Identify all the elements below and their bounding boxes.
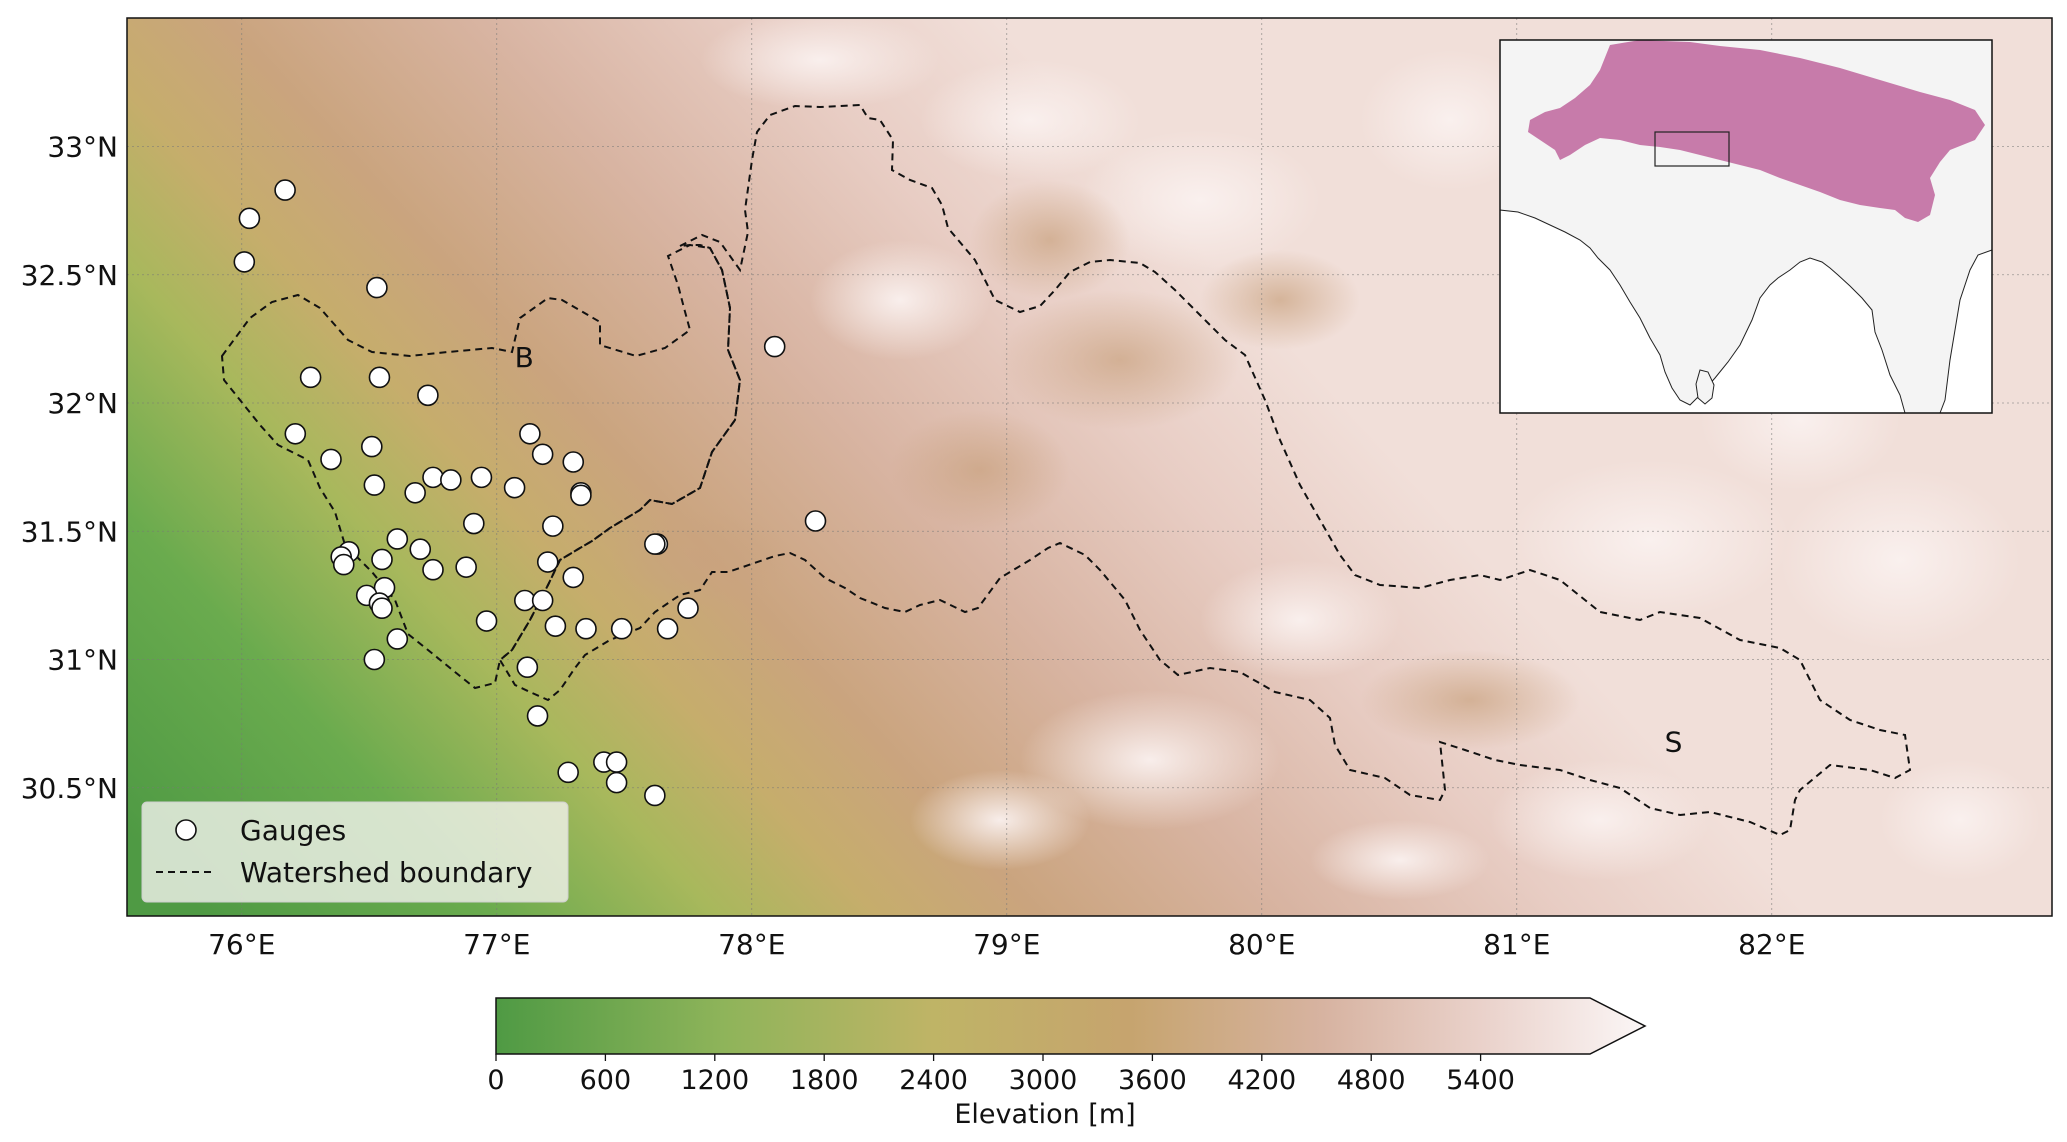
- gauge-marker: [575, 617, 597, 640]
- colorbar-tick-label-4: 2400: [899, 1065, 968, 1096]
- x-tick-label-2: 78°E: [718, 928, 785, 961]
- gauge-marker: [562, 566, 585, 589]
- colorbar-tick-label-5: 3000: [1009, 1065, 1078, 1096]
- watershed-boundary-s: [498, 103, 1912, 837]
- gauge-marker: [475, 610, 498, 632]
- x-tick-labels: 76°E 77°E 78°E 79°E 80°E 81°E 82°E: [208, 928, 1805, 961]
- basin-label-s: S: [1665, 726, 1683, 759]
- gauge-marker: [542, 515, 564, 537]
- gauge-marker: [299, 366, 322, 389]
- colorbar-tick-label-1: 600: [580, 1065, 632, 1096]
- colorbar-tick-label-8: 4800: [1337, 1065, 1406, 1096]
- x-tick-label-1: 77°E: [463, 928, 530, 961]
- gauge-marker: [371, 597, 393, 620]
- gauge-marker: [233, 251, 256, 273]
- gauge-marker: [804, 510, 827, 532]
- x-tick-label-3: 79°E: [973, 928, 1040, 961]
- y-tick-label-4: 31°N: [47, 644, 118, 677]
- gauge-marker: [763, 335, 786, 358]
- gauge-marker: [531, 589, 554, 612]
- gauge-marker: [417, 384, 439, 407]
- gauge-marker: [562, 451, 585, 473]
- gauge-marker: [440, 469, 462, 491]
- gauge-marker: [644, 533, 666, 555]
- inset-tibetan-plateau-region: [1528, 40, 1985, 222]
- gauge-marker: [422, 558, 444, 581]
- gauge-marker: [404, 481, 426, 504]
- y-tick-label-5: 30.5°N: [21, 772, 118, 805]
- gauge-marker: [368, 366, 391, 389]
- x-tick-label-5: 81°E: [1483, 928, 1550, 961]
- gauge-marker: [531, 443, 554, 466]
- x-tick-label-0: 76°E: [208, 928, 275, 961]
- inset-study-area-box: [1654, 131, 1730, 167]
- inset-map: [1499, 39, 1993, 414]
- gauge-marker: [513, 589, 536, 612]
- y-tick-label-2: 32°N: [47, 387, 118, 420]
- gauge-marker: [462, 512, 485, 535]
- gauge-marker: [516, 656, 539, 678]
- colorbar-bar: [495, 997, 1647, 1055]
- colorbar-tick-labels: 0 600 1200 1800 2400 3000 3600 4200 4800 5400: [487, 1054, 1515, 1096]
- gauge-marker: [332, 553, 355, 576]
- gauge-marker: [570, 484, 592, 507]
- gauge-marker: [371, 548, 393, 571]
- gauge-marker: [366, 276, 388, 299]
- gauge-marker: [284, 422, 307, 445]
- gauge-marker: [422, 466, 444, 489]
- colorbar-tick-label-2: 1200: [680, 1065, 749, 1096]
- gauge-marker: [274, 179, 296, 201]
- gauge-marker: [605, 751, 628, 773]
- map-legend: Gauges Watershed boundary: [141, 801, 569, 903]
- colorbar-tick-label-9: 5400: [1446, 1065, 1515, 1096]
- colorbar-tick-label-7: 4200: [1227, 1065, 1296, 1096]
- gauge-marker: [363, 648, 386, 671]
- gauge-marker: [386, 628, 409, 650]
- colorbar-tick-label-3: 1800: [790, 1065, 859, 1096]
- inset-frame: [1499, 39, 1993, 414]
- gauge-marker: [360, 435, 383, 458]
- map-gridlines: [127, 18, 2052, 916]
- map-frame: [126, 17, 2053, 917]
- x-tick-label-6: 82°E: [1738, 928, 1805, 961]
- x-tick-label-4: 80°E: [1228, 928, 1295, 961]
- colorbar-title: Elevation [m]: [954, 1099, 1135, 1130]
- gauge-marker: [320, 448, 342, 471]
- gauge-marker: [470, 466, 493, 489]
- gauge-marker: [605, 771, 628, 794]
- gauge-marker: [610, 617, 633, 640]
- gauge-marker: [519, 422, 541, 445]
- legend-gauges-label: Gauges: [240, 814, 346, 847]
- gauge-marker: [238, 207, 261, 230]
- terrain-texture: [610, 18, 2040, 900]
- gauge-marker: [536, 551, 559, 573]
- gauge-marker: [544, 615, 567, 637]
- gauge-marker: [526, 705, 549, 727]
- gauge-markers: [233, 179, 827, 807]
- legend-box: [141, 801, 569, 903]
- y-tick-label-0: 33°N: [47, 131, 118, 164]
- gauge-marker: [503, 476, 526, 499]
- gauge-marker: [363, 474, 386, 496]
- elevation-colorbar: 0 600 1200 1800 2400 3000 3600 4200 4800 5400 Ele…: [487, 997, 1647, 1130]
- gauge-marker: [386, 528, 409, 550]
- gauge-marker: [656, 617, 679, 640]
- legend-boundary-label: Watershed boundary: [240, 856, 532, 889]
- y-tick-labels: 33°N 32.5°N 32°N 31.5°N 31°N 30.5°N: [21, 131, 118, 805]
- colorbar-tick-label-6: 3600: [1118, 1065, 1187, 1096]
- legend-gauge-marker-icon: [175, 819, 197, 841]
- gauge-marker: [677, 597, 699, 620]
- gauge-marker: [557, 761, 579, 784]
- inset-sri-lanka: [1695, 369, 1715, 405]
- gauge-marker: [644, 784, 666, 807]
- colorbar-tick-label-0: 0: [487, 1065, 504, 1096]
- gauge-marker: [455, 556, 477, 578]
- gauge-marker: [409, 538, 432, 561]
- y-tick-label-3: 31.5°N: [21, 515, 118, 548]
- y-tick-label-1: 32.5°N: [21, 259, 118, 292]
- basin-label-b: B: [515, 341, 534, 374]
